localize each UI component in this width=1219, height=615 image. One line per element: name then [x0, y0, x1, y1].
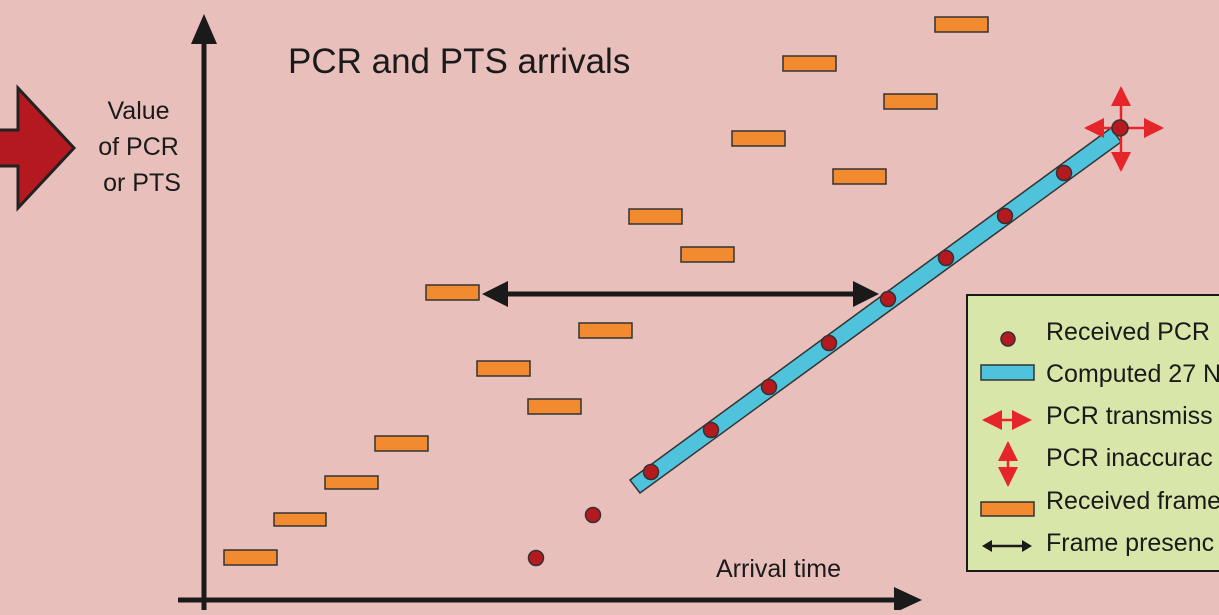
y-axis-label: Value of PCR or PTS — [98, 97, 186, 197]
pcr-dot — [584, 506, 602, 524]
black-double-arrow-icon — [982, 540, 1032, 552]
legend-label-received-frames: Received frame — [1046, 487, 1219, 515]
frame-bar — [425, 284, 480, 301]
y-axis-label-line-1: Value — [107, 97, 169, 125]
y-axis-label-line-2: of PCR — [98, 133, 179, 161]
pcr-dot — [879, 290, 897, 308]
x-axis — [178, 587, 922, 613]
frame-bar — [731, 130, 786, 147]
x-axis-label: Arrival time — [716, 555, 841, 583]
received-frames — [223, 16, 989, 566]
pcr-dot — [996, 207, 1014, 225]
pcr-dot — [1111, 119, 1129, 137]
frame-bar — [832, 168, 887, 185]
pcr-dot — [642, 463, 660, 481]
pcr-dot — [527, 549, 545, 567]
frame-bar — [782, 55, 837, 72]
frame-bar — [883, 93, 938, 110]
legend: Received PCR Computed 27 N PCR transmiss… — [966, 294, 1219, 572]
legend-label-pcr-inaccuracy: PCR inaccurac — [1046, 444, 1213, 472]
frame-bar — [324, 475, 379, 490]
frame-bar — [476, 360, 531, 377]
blue-bar-icon — [980, 364, 1035, 381]
frame-bar — [273, 512, 327, 527]
frame-bar — [223, 549, 278, 566]
frame-bar — [374, 435, 429, 452]
y-axis-label-line-3: or PTS — [103, 169, 181, 197]
legend-label-received-pcr: Received PCR — [1046, 318, 1210, 346]
y-axis — [191, 14, 217, 610]
legend-label-frame-presentation: Frame presenc — [1046, 529, 1214, 557]
pcr-dot — [702, 421, 720, 439]
orange-bar-icon — [980, 501, 1035, 517]
pcr-dot — [1055, 164, 1073, 182]
pcr-dot — [820, 334, 838, 352]
frame-bar — [934, 16, 989, 33]
frame-presentation-arrow — [482, 281, 879, 307]
frame-bar — [578, 322, 633, 339]
red-dot-icon — [1000, 331, 1016, 347]
frame-bar — [628, 208, 683, 225]
received-pcrs — [527, 119, 1129, 567]
pcr-dot — [937, 249, 955, 267]
pointer-arrow-icon — [0, 84, 77, 212]
chart-title: PCR and PTS arrivals — [288, 42, 630, 81]
frame-bar — [527, 398, 582, 415]
legend-label-pcr-transmission: PCR transmiss — [1046, 402, 1213, 430]
pcr-dot — [760, 378, 778, 396]
frame-bar — [680, 246, 735, 263]
legend-label-computed-clock: Computed 27 N — [1046, 360, 1219, 388]
